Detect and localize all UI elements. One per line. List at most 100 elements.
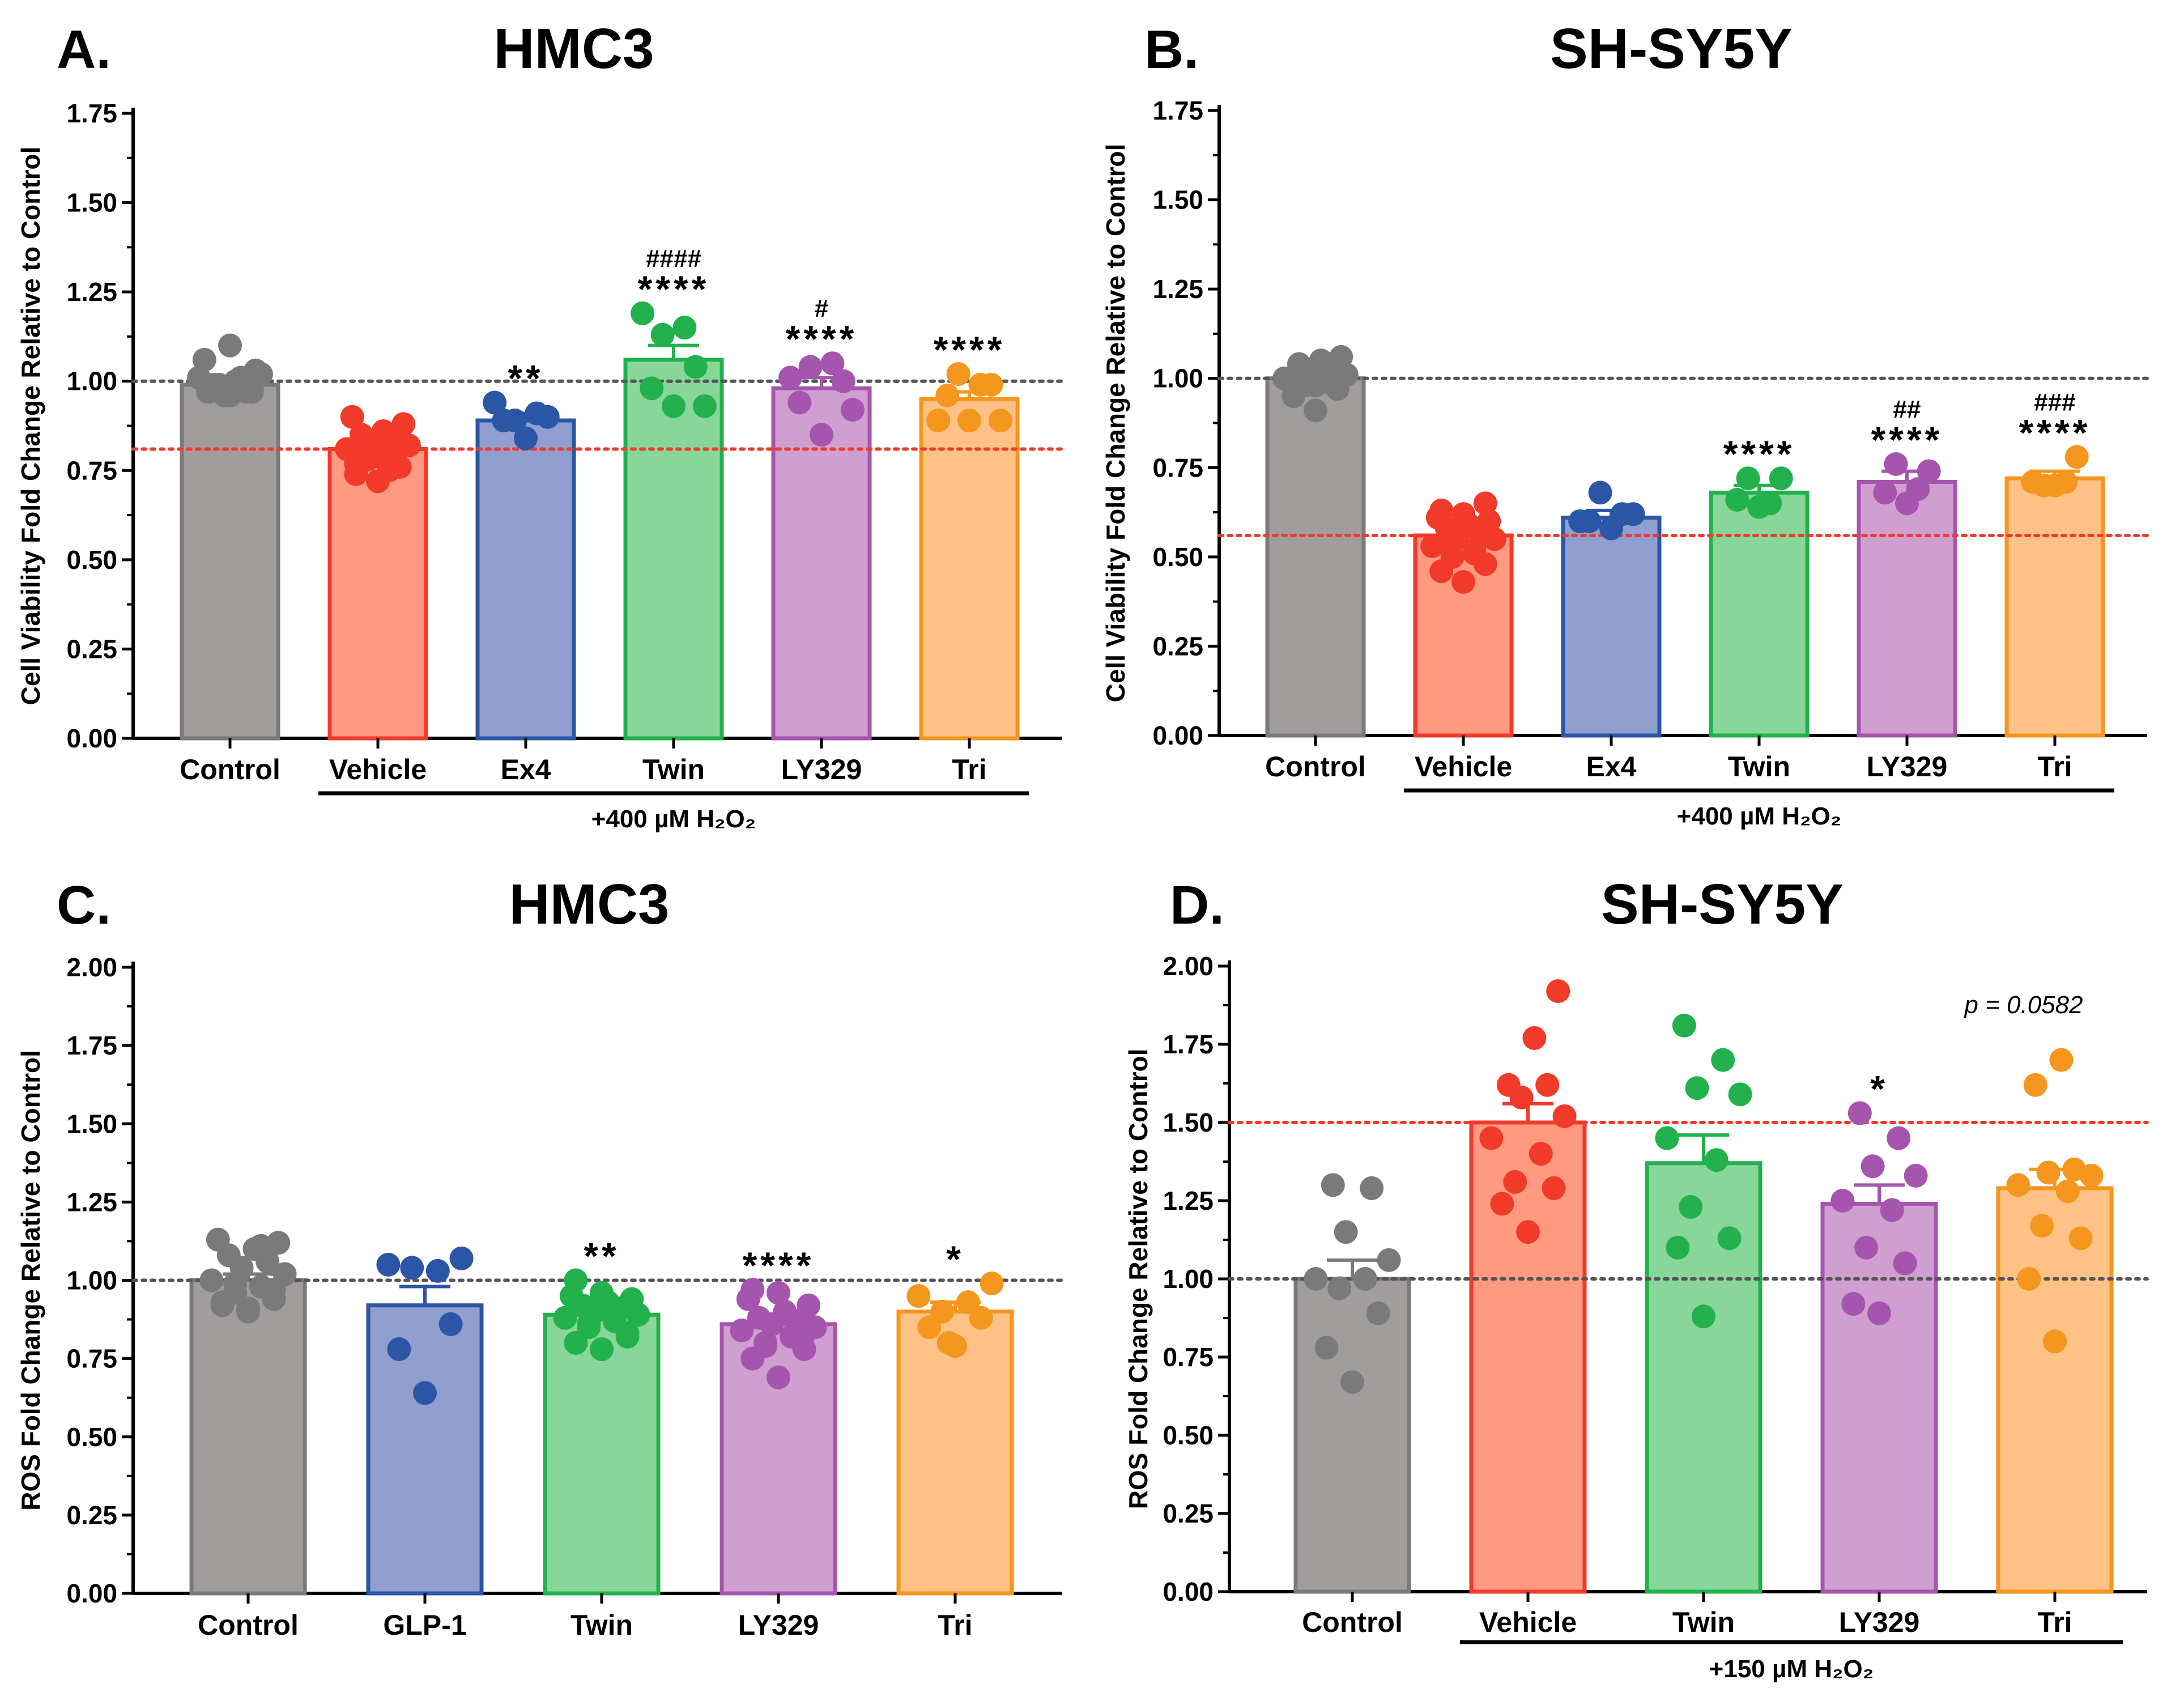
bar-control [180, 382, 280, 741]
bar-ly329 [1857, 479, 1957, 738]
significance-stars: ** [584, 1235, 619, 1277]
data-point [400, 1256, 424, 1280]
y-tick-label: 0.00 [1152, 721, 1203, 750]
category-label: Tri [952, 754, 986, 785]
data-point [840, 398, 865, 422]
data-point [590, 1337, 614, 1362]
significance-stars: **** [743, 1244, 815, 1286]
data-point [1830, 1189, 1855, 1213]
data-point [1451, 502, 1475, 526]
data-point [377, 458, 401, 483]
significance-hash: ## [1893, 396, 1921, 423]
category-label: Vehicle [329, 754, 427, 785]
data-point [1542, 1176, 1566, 1200]
significance-stars: **** [786, 318, 858, 360]
data-point [1880, 1198, 1904, 1222]
chart-title: HMC3 [493, 17, 654, 80]
data-point [650, 322, 675, 347]
significance-hash: # [815, 295, 828, 322]
data-point [413, 1381, 437, 1405]
chart-panel-2: B. SH-SY5Y Cell Viability Fold Change Rela… [1101, 17, 2149, 830]
data-point [1479, 1126, 1504, 1150]
data-point [917, 1315, 942, 1340]
data-point [906, 1284, 931, 1308]
data-point [1503, 1170, 1527, 1194]
chart-title: HMC3 [509, 873, 669, 936]
data-point [1610, 502, 1634, 526]
y-tick-label: 2.00 [66, 953, 117, 982]
bar-tri [896, 1309, 1014, 1596]
chart-panel-3: C. HMC3 ROS Fold Change Relative to Contro… [16, 873, 1064, 1641]
data-point [2064, 445, 2089, 469]
data-point [577, 1312, 601, 1336]
data-point [1420, 534, 1445, 558]
bar-tri [1996, 1186, 2114, 1594]
data-point [2049, 1048, 2074, 1072]
y-tick-label: 0.25 [66, 1500, 117, 1530]
data-point [1725, 488, 1749, 512]
data-point [1366, 1301, 1390, 1325]
data-point [767, 1365, 790, 1389]
y-tick-label: 0.50 [66, 545, 117, 575]
group-bracket-label: +150 µM H₂O₂ [1709, 1655, 1874, 1683]
bar-twin [1645, 1161, 1762, 1594]
y-tick-label: 0.75 [66, 1344, 117, 1374]
data-point [1535, 1073, 1560, 1097]
data-point [969, 1306, 993, 1330]
data-point [1552, 1104, 1577, 1128]
data-point [249, 1234, 273, 1258]
data-point [1717, 1226, 1742, 1251]
data-point [1546, 979, 1570, 1004]
data-point [192, 347, 216, 372]
y-tick-label: 0.75 [1152, 453, 1203, 482]
y-tick-label: 0.25 [1163, 1499, 1214, 1528]
group-bracket-label: +400 µM H₂O₂ [1677, 802, 1842, 830]
data-point [564, 1268, 588, 1292]
data-point [483, 390, 507, 415]
data-point [662, 394, 686, 418]
data-point [672, 316, 697, 340]
y-tick-label: 1.00 [1163, 1264, 1214, 1294]
data-point [2032, 473, 2056, 498]
data-point [1887, 1126, 1911, 1150]
category-label: Vehicle [1415, 751, 1512, 783]
data-point [1377, 1248, 1401, 1272]
category-label: LY329 [781, 754, 862, 785]
significance-stars: * [1870, 1068, 1888, 1109]
data-point [787, 390, 812, 415]
y-tick-label: 1.75 [1152, 96, 1203, 125]
data-point [957, 409, 981, 433]
data-point [778, 365, 803, 390]
data-point [767, 1281, 790, 1305]
category-label: LY329 [738, 1609, 819, 1641]
y-axis-label: ROS Fold Change Relative to Control [1123, 1049, 1153, 1510]
data-point [376, 1252, 401, 1277]
data-point [631, 301, 655, 325]
y-tick-label: 1.50 [1163, 1108, 1214, 1137]
significance-stars: **** [1723, 433, 1795, 475]
data-point [1692, 1304, 1715, 1329]
significance-stars: **** [1871, 419, 1943, 461]
y-tick-label: 1.50 [66, 1109, 117, 1138]
bar-control [1293, 1277, 1411, 1594]
data-point [1477, 509, 1501, 533]
data-point [1679, 1195, 1703, 1219]
data-point [229, 365, 253, 390]
data-point [223, 1272, 248, 1296]
data-point [810, 423, 833, 447]
bar-twin [623, 358, 724, 741]
y-tick-label: 2.00 [1163, 951, 1214, 981]
data-point [1666, 1235, 1690, 1260]
data-point [980, 1272, 1004, 1296]
bar-vehicle [1469, 1120, 1587, 1594]
p-value-annotation: p = 0.0582 [1963, 991, 2083, 1019]
y-tick-label: 1.25 [66, 1187, 117, 1217]
bar-ex4 [475, 418, 576, 741]
data-point [1568, 509, 1593, 533]
y-tick-label: 0.25 [1152, 631, 1203, 661]
category-label: Tri [938, 1609, 972, 1641]
y-tick-label: 1.75 [66, 99, 117, 128]
category-label: GLP-1 [383, 1609, 466, 1641]
category-label: LY329 [1867, 751, 1948, 783]
data-point [798, 355, 823, 379]
